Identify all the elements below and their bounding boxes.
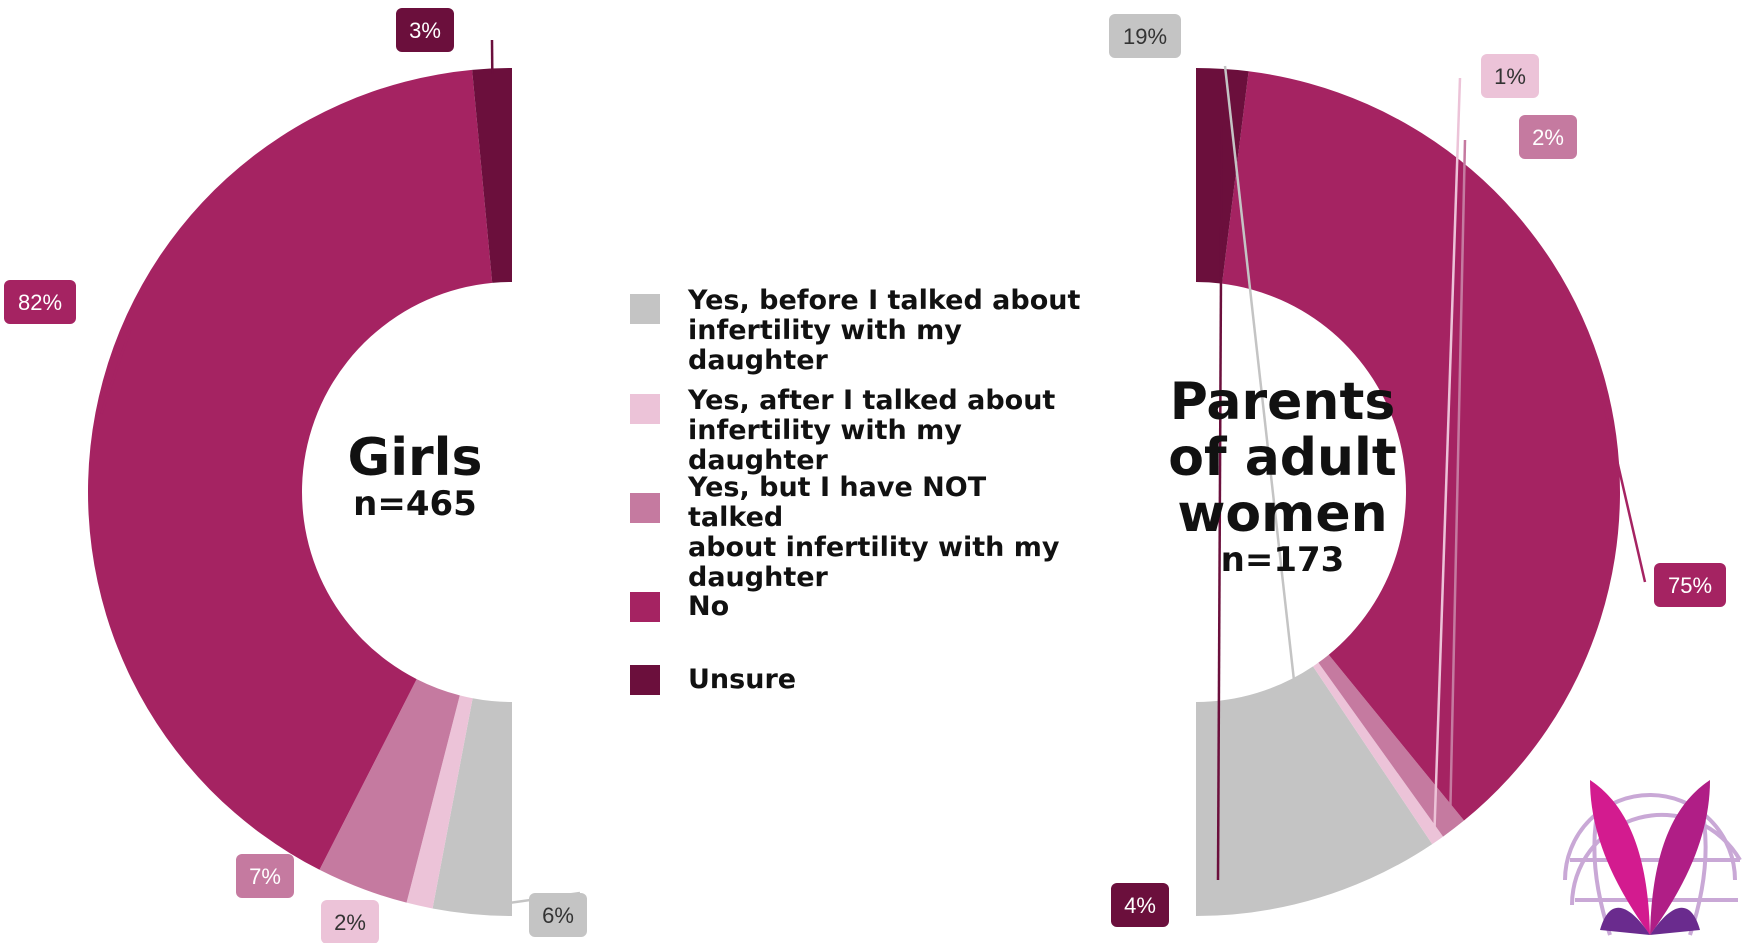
parents-leader-line-yes-after — [1433, 77, 1462, 836]
legend-label-line: infertility with my daughter — [688, 415, 962, 476]
parents-callout-box-yes-after — [1481, 54, 1539, 98]
parents-callout-box-yes-not — [1519, 115, 1577, 159]
legend-label: Yes, but I have NOT talked about inferti… — [688, 473, 1088, 593]
girls-sample-size: n=465 — [353, 484, 477, 524]
parents-callout-box-unsure — [1111, 883, 1169, 927]
legend-swatch — [630, 294, 660, 324]
girls-percent-label-yes-before: 6% — [542, 903, 574, 928]
parents-sample-size: n=173 — [1220, 540, 1345, 580]
girls-callout-box-unsure — [396, 8, 454, 52]
legend-label-line: about infertility with my — [688, 532, 1060, 563]
girls-percent-label-yes-not: 7% — [249, 864, 281, 889]
girls-leader-line-yes-after — [418, 884, 423, 901]
girls-percent-label-no: 82% — [18, 290, 62, 315]
girls-callout-box-yes-not — [236, 854, 294, 898]
percent-callouts: 6% 2% 7% 82% 3% 19% 1% 2% 75% 4% — [4, 8, 1726, 943]
parents-percent-label-no: 75% — [1668, 573, 1712, 598]
girls-slice-no — [87, 69, 493, 870]
legend-label-line: Yes, before I talked about — [688, 285, 1081, 316]
parents-leader-line-yes-not — [1448, 139, 1467, 824]
legend-label-line: Yes, but I have NOT talked — [688, 472, 987, 533]
legend-label-line: Yes, after I talked about — [688, 385, 1056, 416]
parents-title-line2: of adult — [1168, 428, 1397, 488]
legend-label-line: infertility with my daughter — [688, 315, 962, 376]
parents-center-label: Parents of adult women n=173 — [1155, 374, 1410, 578]
parents-percent-label-yes-after: 1% — [1494, 64, 1526, 89]
legend-swatch — [630, 592, 660, 622]
girls-center-label: Girls n=465 — [300, 430, 530, 522]
legend-label-line: daughter — [688, 562, 828, 593]
girls-callout-box-yes-before — [529, 893, 587, 937]
parents-leader-line-no — [1596, 376, 1647, 583]
girls-leader-line-no — [100, 329, 132, 415]
parents-leader-line-yes-before — [1223, 65, 1319, 893]
girls-slice-yes-before — [432, 698, 512, 917]
girls-leader-line-yes-not — [329, 858, 365, 885]
legend-label: Yes, after I talked about infertility wi… — [688, 386, 1088, 476]
legend-label: Yes, before I talked about infertility w… — [688, 286, 1088, 376]
parents-slice-no — [1222, 71, 1621, 821]
girls-title: Girls — [347, 428, 483, 488]
legend-swatch — [630, 394, 660, 424]
girls-callout-box-no — [4, 280, 76, 324]
legend-label-line: No — [688, 591, 730, 622]
parents-slice-yes-not — [1318, 654, 1465, 837]
parents-leader-line-unsure — [1216, 74, 1224, 881]
butterfly-logo — [1563, 780, 1742, 936]
parents-callout-box-no — [1654, 563, 1726, 607]
parents-callout-box-yes-before — [1109, 14, 1181, 58]
parents-slice-yes-after — [1313, 662, 1444, 845]
legend-swatch — [630, 493, 660, 523]
girls-half-donut — [87, 68, 512, 917]
legend-swatch — [630, 665, 660, 695]
legend-label: No — [688, 592, 1088, 622]
parents-title-line1: Parents — [1169, 372, 1396, 432]
legend-label: Unsure — [688, 665, 1088, 695]
girls-slice-yes-not — [319, 679, 460, 903]
parents-percent-label-yes-not: 2% — [1532, 125, 1564, 150]
girls-callout-box-yes-after — [321, 900, 379, 943]
girls-slice-unsure — [472, 68, 512, 283]
parents-percent-label-unsure: 4% — [1124, 893, 1156, 918]
legend-label-line: Unsure — [688, 664, 797, 695]
parents-slice-yes-before — [1196, 666, 1433, 916]
girls-slice-yes-after — [406, 695, 473, 909]
girls-percent-label-yes-after: 2% — [334, 910, 366, 935]
parents-title-line3: women — [1177, 484, 1388, 544]
parents-percent-label-yes-before: 19% — [1123, 24, 1167, 49]
girls-percent-label-unsure: 3% — [409, 18, 441, 43]
